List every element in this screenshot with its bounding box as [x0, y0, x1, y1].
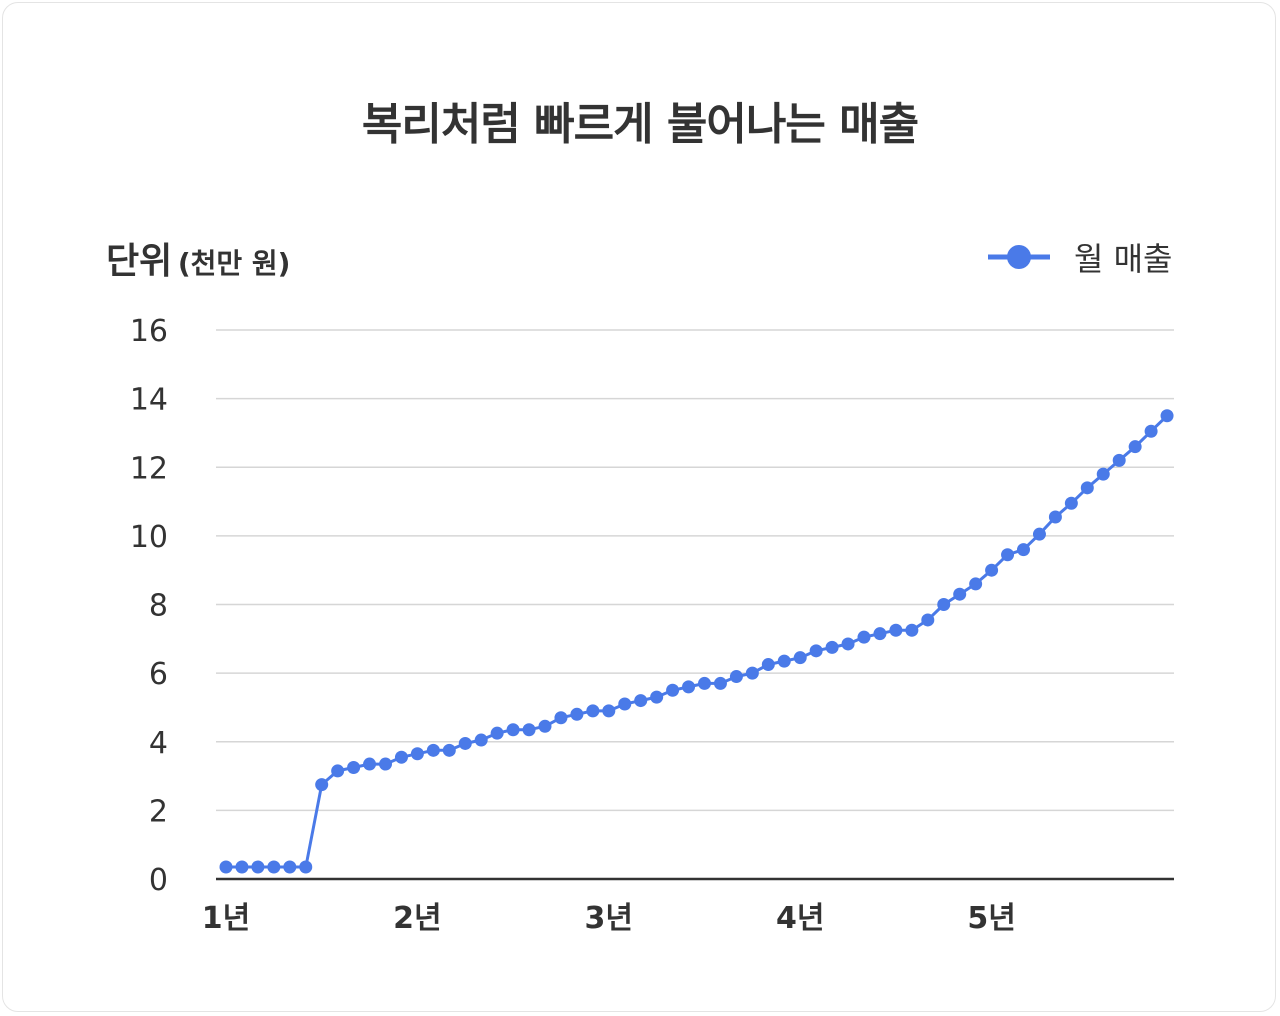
data-point — [458, 736, 472, 750]
y-tick-label: 14 — [130, 383, 168, 418]
y-tick-label: 10 — [130, 520, 168, 555]
data-point — [379, 757, 392, 771]
x-tick-label: 4년 — [776, 901, 824, 936]
data-point — [713, 676, 727, 690]
data-point — [889, 623, 903, 637]
data-point — [905, 623, 919, 637]
data-point — [219, 860, 233, 874]
data-point — [745, 666, 759, 680]
data-point — [315, 778, 329, 792]
series-line — [226, 414, 1169, 869]
data-point — [235, 860, 249, 874]
data-point — [1144, 424, 1158, 438]
data-point — [347, 760, 361, 774]
y-tick-label: 6 — [149, 657, 168, 692]
data-point — [474, 733, 488, 747]
data-point — [426, 743, 440, 757]
data-point — [1096, 467, 1110, 481]
data-point — [442, 743, 456, 757]
data-point — [873, 627, 887, 641]
data-point — [586, 704, 600, 718]
y-tick-label: 16 — [130, 314, 168, 349]
data-point — [1032, 527, 1046, 541]
data-point — [1064, 496, 1078, 510]
data-point — [1048, 510, 1062, 524]
data-point — [1001, 548, 1015, 562]
data-point — [554, 711, 568, 725]
data-point — [937, 598, 951, 611]
data-point — [602, 704, 616, 718]
data-point — [251, 860, 265, 874]
y-tick-label: 8 — [149, 589, 168, 624]
data-point — [650, 690, 664, 704]
data-point — [363, 757, 377, 771]
unit-detail: (천만 원) — [177, 247, 291, 280]
x-tick-label: 2년 — [393, 901, 441, 936]
data-point — [618, 697, 632, 711]
data-point — [777, 654, 791, 668]
data-point — [825, 640, 839, 654]
data-point — [761, 658, 775, 672]
data-point — [283, 860, 297, 874]
data-point — [299, 860, 313, 874]
data-point — [793, 651, 807, 665]
data-point — [394, 750, 408, 764]
x-tick-label: 3년 — [585, 901, 633, 936]
data-point — [698, 676, 711, 690]
y-tick-label: 2 — [149, 794, 168, 829]
data-point — [506, 723, 520, 737]
data-point — [841, 637, 855, 651]
data-point — [634, 694, 648, 708]
legend-line-marker-icon — [988, 245, 1050, 269]
data-point — [682, 680, 696, 694]
y-axis-unit-label: 단위 (천만 원) — [106, 232, 290, 284]
data-point — [857, 630, 871, 644]
y-tick-label: 12 — [130, 451, 168, 486]
data-point — [538, 719, 552, 733]
data-point — [1128, 440, 1142, 454]
legend-series-name: 월 매출 — [1074, 240, 1173, 278]
unit-label: 단위 — [106, 241, 173, 282]
data-point — [522, 723, 536, 737]
data-point — [1112, 453, 1126, 467]
data-point — [921, 613, 935, 627]
data-point — [953, 587, 967, 601]
data-point — [267, 860, 281, 874]
chart-title: 복리처럼 빠르게 불어나는 매출 — [361, 99, 919, 150]
data-point — [809, 644, 823, 658]
data-point — [985, 563, 999, 577]
data-point — [331, 764, 345, 778]
data-point — [410, 747, 424, 761]
y-tick-label: 0 — [149, 863, 168, 898]
data-point — [1080, 481, 1094, 495]
x-tick-label: 1년 — [202, 901, 250, 936]
data-point — [570, 707, 584, 721]
x-tick-label: 5년 — [967, 901, 1015, 936]
legend: 월 매출 — [986, 234, 1173, 280]
data-point — [969, 577, 983, 591]
data-point — [729, 670, 743, 684]
y-tick-label: 4 — [149, 726, 168, 761]
data-point — [666, 683, 680, 697]
data-point — [1017, 543, 1030, 557]
data-point — [1160, 409, 1174, 423]
data-point — [490, 726, 504, 740]
